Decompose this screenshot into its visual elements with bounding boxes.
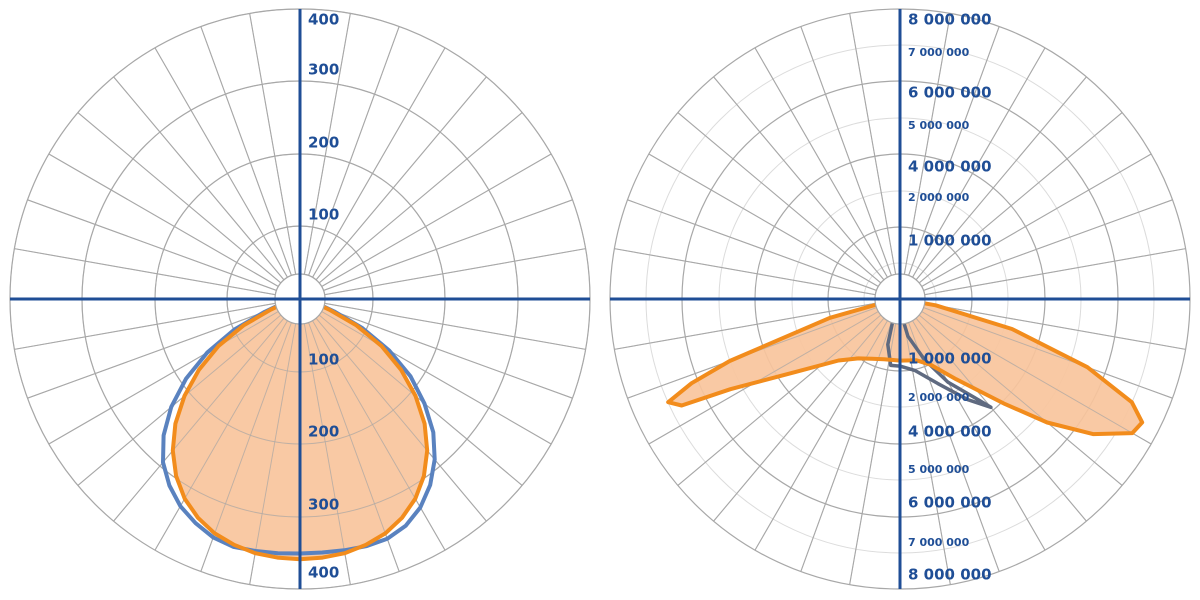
grid-spoke-overlay <box>713 76 885 281</box>
grid-spoke-overlay <box>27 199 277 291</box>
polar-chart-left: 100 100 200 200 300 300 400 400 <box>9 8 591 590</box>
grid-spoke-overlay <box>113 76 285 281</box>
grid-spoke-overlay <box>677 112 882 284</box>
grid-spoke-overlay <box>315 317 487 522</box>
grid-spoke-overlay <box>48 311 279 445</box>
polar-chart-right: 1 000 000 4 000 000 6 000 000 8 000 000 2 00… <box>609 8 1191 590</box>
grid-spoke-overlay <box>923 307 1173 399</box>
grid-spoke-overlay <box>200 26 292 276</box>
grid-spoke-overlay <box>308 322 400 572</box>
grid-spoke-overlay <box>312 47 446 278</box>
grid-spoke-overlay <box>200 322 292 572</box>
grid-spoke-overlay <box>677 314 882 486</box>
grid-spoke-overlay <box>323 307 573 399</box>
series-line-slate <box>886 307 993 410</box>
tick-label-upper: 200 <box>308 134 339 152</box>
tick-label-lower-major: 8 000 000 <box>908 566 992 584</box>
tick-label-upper: 400 <box>308 11 339 29</box>
grid-spoke-overlay <box>14 302 276 350</box>
grid-spoke-overlay <box>915 76 1087 281</box>
tick-label-upper-major: 6 000 000 <box>908 84 992 102</box>
tick-label-lower: 400 <box>308 564 339 582</box>
tick-label-upper-minor: 2 000 000 <box>908 191 970 204</box>
tick-label-lower-minor: 5 000 000 <box>908 463 970 476</box>
tick-label-lower: 100 <box>308 351 339 369</box>
grid-spoke-overlay <box>27 307 277 399</box>
grid-spoke-overlay <box>754 47 888 278</box>
grid-spoke-overlay <box>321 311 552 445</box>
grid-spoke-overlay <box>14 248 276 296</box>
grid-spoke-overlay <box>924 248 1186 296</box>
grid-spoke-overlay <box>154 320 288 551</box>
tick-label-lower-major: 4 000 000 <box>908 423 992 441</box>
grid-spoke-overlay <box>318 112 523 284</box>
grid-spoke-overlay <box>303 13 351 275</box>
grid-spoke-overlay <box>713 317 885 522</box>
tick-label-upper: 100 <box>308 206 339 224</box>
tick-label-lower-major: 6 000 000 <box>908 494 992 512</box>
tick-label-lower: 200 <box>308 423 339 441</box>
grid-spoke-overlay <box>77 112 282 284</box>
grid-spoke-overlay <box>921 153 1152 287</box>
grid-spoke-overlay <box>800 26 892 276</box>
grid-spoke-overlay <box>77 314 282 486</box>
grid-spoke-overlay <box>303 323 351 585</box>
grid-spoke-overlay <box>903 13 951 275</box>
grid-spoke-overlay <box>923 199 1173 291</box>
grid-spoke-overlay <box>915 317 1087 522</box>
grid-spoke-overlay <box>918 112 1123 284</box>
grid-spoke-overlay <box>800 322 892 572</box>
tick-label-lower-minor: 2 000 000 <box>908 391 970 404</box>
tick-label-upper-major: 4 000 000 <box>908 158 992 176</box>
grid-spoke-overlay <box>315 76 487 281</box>
grid-spoke-overlay <box>308 26 400 276</box>
grid-spoke-overlay <box>912 320 1046 551</box>
grid-spoke-overlay <box>921 311 1152 445</box>
grid-spoke-overlay <box>627 199 877 291</box>
grid-spoke-overlay <box>614 248 876 296</box>
grid-spoke-overlay <box>48 153 279 287</box>
grid-spoke-overlay <box>908 26 1000 276</box>
tick-label-lower-minor: 7 000 000 <box>908 536 970 549</box>
grid-spoke-overlay <box>154 47 288 278</box>
grid-spoke-overlay <box>249 13 297 275</box>
grid-spoke-overlay <box>614 302 876 350</box>
grid-spoke-overlay <box>912 47 1046 278</box>
grid-spoke-overlay <box>323 199 573 291</box>
grid-spoke-overlay <box>321 153 552 287</box>
tick-label-upper-major: 1 000 000 <box>908 232 992 250</box>
tick-label-upper: 300 <box>308 61 339 79</box>
tick-label-lower: 300 <box>308 496 339 514</box>
grid-spoke-overlay <box>113 317 285 522</box>
tick-label-upper-major: 8 000 000 <box>908 11 992 29</box>
tick-label-upper-minor: 5 000 000 <box>908 119 970 132</box>
series-fill-orange <box>668 299 1143 435</box>
tick-label-upper-minor: 7 000 000 <box>908 46 970 59</box>
grid-spoke-overlay <box>648 311 879 445</box>
grid-spoke-overlay <box>324 248 586 296</box>
grid-spoke-overlay <box>918 314 1123 486</box>
grid-spoke-overlay <box>312 320 446 551</box>
grid-spoke-overlay <box>648 153 879 287</box>
grid-spoke-overlay <box>849 323 897 585</box>
grid-spoke-overlay <box>903 323 951 585</box>
grid-spoke-overlay <box>924 302 1186 350</box>
grid-spoke-overlay <box>324 302 586 350</box>
grid-spoke-overlay <box>849 13 897 275</box>
grid-spoke-overlay <box>249 323 297 585</box>
tick-label-lower-major: 1 000 000 <box>908 350 992 368</box>
